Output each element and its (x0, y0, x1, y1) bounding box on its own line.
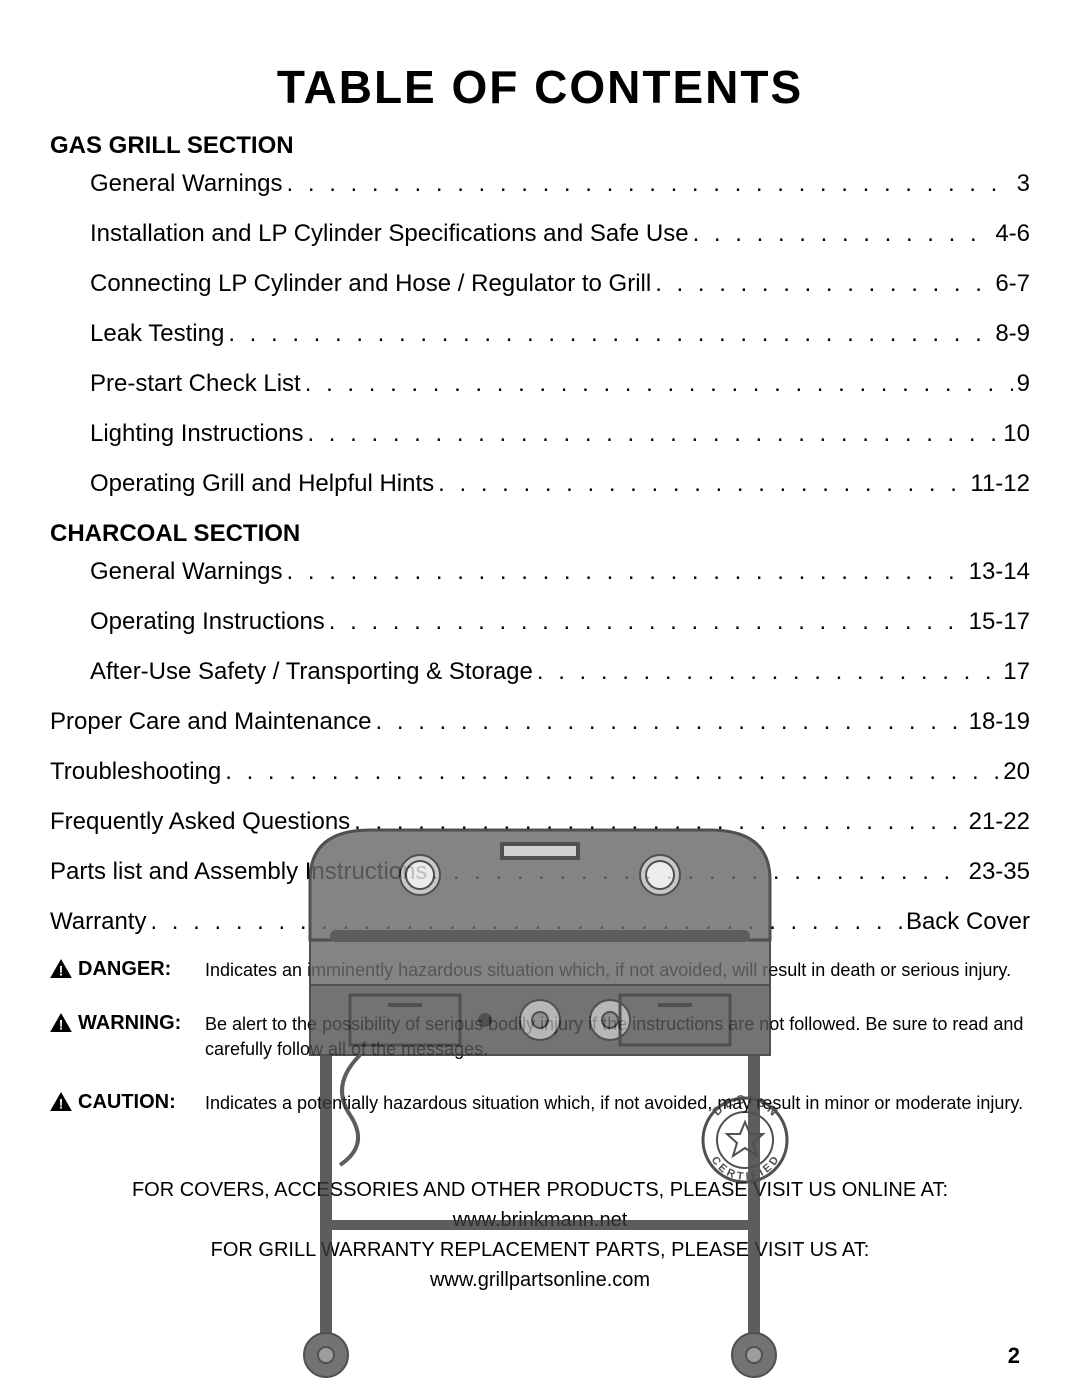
svg-text:!: ! (59, 1018, 64, 1033)
toc-leader (329, 608, 965, 636)
warning-row-danger: ! DANGER: Indicates an imminently hazard… (50, 958, 1030, 982)
warning-triangle-icon: ! (50, 1013, 72, 1032)
toc-leader (225, 758, 999, 786)
toc-leader (305, 370, 1013, 398)
toc-label: After-Use Safety / Transporting & Storag… (90, 658, 533, 686)
warning-text: Indicates an imminently hazardous situat… (205, 958, 1030, 982)
toc-entry: Installation and LP Cylinder Specificati… (50, 220, 1030, 248)
toc-page: 21-22 (969, 808, 1030, 836)
toc-entry: Lighting Instructions 10 (50, 420, 1030, 448)
toc-leader (354, 808, 964, 836)
toc-label: Proper Care and Maintenance (50, 708, 372, 736)
toc-page: 11-12 (970, 470, 1030, 498)
warning-text: Indicates a potentially hazardous situat… (205, 1091, 1030, 1115)
toc-leader (307, 420, 999, 448)
toc-page: 18-19 (969, 708, 1030, 736)
page-title: TABLE OF CONTENTS (50, 60, 1030, 114)
toc-page: 6-7 (995, 270, 1030, 298)
toc-entry: After-Use Safety / Transporting & Storag… (50, 658, 1030, 686)
svg-text:!: ! (59, 1096, 64, 1111)
footer-line: FOR GRILL WARRANTY REPLACEMENT PARTS, PL… (50, 1235, 1030, 1265)
section-heading-gas: GAS GRILL SECTION (50, 132, 1030, 160)
svg-text:!: ! (59, 963, 64, 978)
toc-label: Pre-start Check List (90, 370, 301, 398)
toc-leader (150, 908, 901, 936)
toc-label: Troubleshooting (50, 758, 221, 786)
toc-leader (537, 658, 999, 686)
toc-entry: General Warnings 13-14 (50, 558, 1030, 586)
toc-entry: Operating Instructions 15-17 (50, 608, 1030, 636)
footer-url: www.brinkmann.net (50, 1205, 1030, 1235)
toc-page: Back Cover (906, 908, 1030, 936)
warning-tag: ! WARNING: (50, 1012, 205, 1035)
toc-label: General Warnings (90, 170, 283, 198)
toc-leader (376, 708, 965, 736)
toc-entry: Warranty Back Cover (50, 908, 1030, 936)
warning-row-warning: ! WARNING: Be alert to the possibility o… (50, 1012, 1030, 1061)
toc-page: 10 (1003, 420, 1030, 448)
toc-label: General Warnings (90, 558, 283, 586)
toc-page: 4-6 (995, 220, 1030, 248)
warnings-block: ! DANGER: Indicates an imminently hazard… (50, 958, 1030, 1115)
toc-label: Lighting Instructions (90, 420, 303, 448)
toc-entry: Frequently Asked Questions 21-22 (50, 808, 1030, 836)
toc-leader (228, 320, 991, 348)
toc-entry: Leak Testing 8-9 (50, 320, 1030, 348)
footer-line: FOR COVERS, ACCESSORIES AND OTHER PRODUC… (50, 1175, 1030, 1205)
toc-page: 20 (1003, 758, 1030, 786)
section-heading-charcoal: CHARCOAL SECTION (50, 520, 1030, 548)
toc-label: Installation and LP Cylinder Specificati… (90, 220, 689, 248)
warning-tag-label: DANGER: (78, 958, 171, 981)
toc-label: Warranty (50, 908, 146, 936)
toc-label: Connecting LP Cylinder and Hose / Regula… (90, 270, 651, 298)
toc-leader (438, 470, 966, 498)
warning-text: Be alert to the possibility of serious b… (205, 1012, 1030, 1061)
toc-leader (287, 558, 965, 586)
toc-entry: Pre-start Check List 9 (50, 370, 1030, 398)
toc-page: 8-9 (995, 320, 1030, 348)
toc-page: 23-35 (969, 858, 1030, 886)
toc-label: Operating Instructions (90, 608, 325, 636)
warning-triangle-icon: ! (50, 1092, 72, 1111)
toc-page: 3 (1017, 170, 1030, 198)
toc-entry: Parts list and Assembly Instructions 23-… (50, 858, 1030, 886)
toc-leader (431, 858, 964, 886)
toc-label: Leak Testing (90, 320, 224, 348)
toc-page: 15-17 (969, 608, 1030, 636)
toc-leader (655, 270, 991, 298)
footer-message: FOR COVERS, ACCESSORIES AND OTHER PRODUC… (50, 1175, 1030, 1295)
toc-label: Parts list and Assembly Instructions (50, 858, 427, 886)
warning-tag: ! CAUTION: (50, 1091, 205, 1114)
toc-page: 17 (1003, 658, 1030, 686)
page-number: 2 (1008, 1343, 1020, 1369)
warning-tag-label: WARNING: (78, 1012, 181, 1035)
warning-row-caution: ! CAUTION: Indicates a potentially hazar… (50, 1091, 1030, 1115)
toc-entry: General Warnings 3 (50, 170, 1030, 198)
warning-triangle-icon: ! (50, 959, 72, 978)
toc-entry: Proper Care and Maintenance 18-19 (50, 708, 1030, 736)
toc-page: 9 (1017, 370, 1030, 398)
toc-page: 13-14 (969, 558, 1030, 586)
warning-tag: ! DANGER: (50, 958, 205, 981)
toc-label: Frequently Asked Questions (50, 808, 350, 836)
warning-tag-label: CAUTION: (78, 1091, 176, 1114)
toc-leader (693, 220, 992, 248)
toc-label: Operating Grill and Helpful Hints (90, 470, 434, 498)
toc-entry: Troubleshooting 20 (50, 758, 1030, 786)
toc-leader (287, 170, 1013, 198)
toc-entry: Operating Grill and Helpful Hints 11-12 (50, 470, 1030, 498)
footer-url: www.grillpartsonline.com (50, 1265, 1030, 1295)
toc-entry: Connecting LP Cylinder and Hose / Regula… (50, 270, 1030, 298)
